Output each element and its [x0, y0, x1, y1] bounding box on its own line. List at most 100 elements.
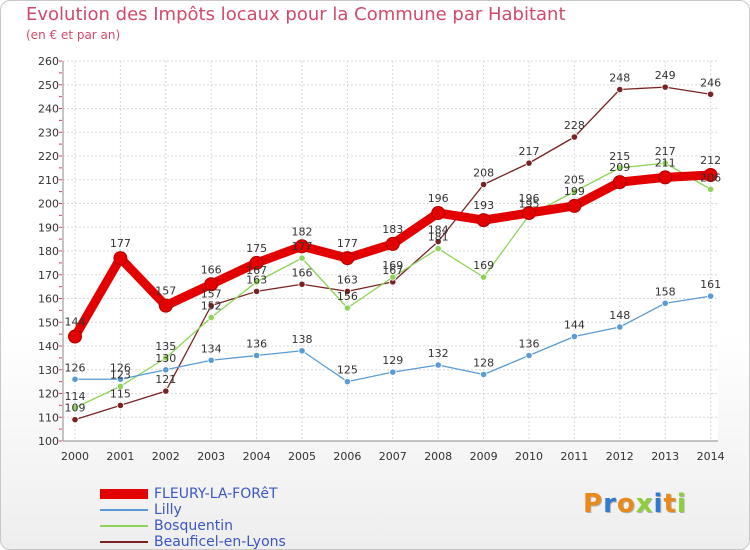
data-label-bosquentin: 205: [564, 174, 585, 187]
data-point-lilly: [706, 292, 715, 300]
data-label-lilly: 144: [564, 319, 585, 332]
data-label-beauficel: 166: [292, 266, 313, 279]
data-point-fleury: [703, 168, 718, 182]
data-label-lilly: 130: [155, 352, 176, 365]
legend-item-beauficel: Beauficel-en-Lyons: [100, 534, 360, 550]
data-label-bosquentin: 152: [201, 300, 222, 313]
y-tick-label: 160: [38, 293, 59, 306]
data-label-beauficel: 163: [246, 273, 267, 286]
data-point-bosquentin: [389, 273, 397, 281]
data-point-lilly: [434, 361, 442, 369]
data-label-fleury: 193: [473, 199, 494, 212]
x-tick-label: 2010: [515, 450, 543, 463]
data-label-fleury: 199: [564, 185, 585, 198]
data-point-lilly: [389, 368, 397, 376]
data-point-fleury: [295, 239, 309, 254]
legend-item-bosquentin: Bosquentin: [100, 518, 360, 534]
data-point-fleury: [340, 251, 355, 266]
data-point-fleury: [612, 175, 627, 190]
data-point-bosquentin: [570, 188, 579, 196]
x-tick-label: 2005: [288, 450, 316, 463]
data-label-lilly: 126: [110, 361, 131, 374]
y-tick-label: 110: [38, 411, 59, 424]
data-point-lilly: [479, 370, 488, 379]
x-tick-label: 2003: [197, 450, 225, 463]
data-label-bosquentin: 181: [428, 231, 449, 244]
data-point-fleury: [204, 277, 219, 292]
data-label-lilly: 138: [292, 333, 313, 346]
data-point-fleury: [431, 206, 446, 220]
data-label-bosquentin: 206: [700, 171, 721, 184]
logo-letter: i: [676, 489, 687, 519]
data-point-beauficel: [434, 237, 442, 246]
data-point-fleury: [567, 198, 582, 213]
data-label-fleury: 157: [155, 285, 176, 298]
x-tick-label: 2001: [106, 450, 134, 463]
data-label-fleury: 183: [382, 223, 403, 236]
data-label-beauficel: 184: [428, 224, 449, 237]
y-tick-label: 200: [38, 198, 59, 211]
y-tick-label: 250: [38, 79, 59, 92]
data-label-fleury: 182: [292, 225, 313, 238]
data-point-beauficel: [616, 85, 624, 94]
chart-title: Evolution des Impôts locaux pour la Comm…: [26, 4, 566, 25]
x-tick-label: 2006: [333, 450, 361, 463]
data-point-fleury: [158, 298, 173, 313]
data-label-lilly: 132: [428, 347, 449, 360]
data-label-fleury: 212: [700, 154, 721, 167]
data-label-bosquentin: 114: [65, 390, 86, 403]
data-label-beauficel: 109: [65, 402, 86, 415]
logo-letter: i: [653, 489, 664, 519]
data-label-bosquentin: 169: [473, 259, 494, 272]
legend-swatch-beauficel: [100, 541, 148, 543]
data-point-fleury: [476, 213, 491, 228]
data-label-fleury: 144: [65, 316, 86, 329]
legend-label-lilly: Lilly: [154, 502, 182, 518]
data-label-fleury: 209: [609, 161, 630, 174]
data-label-beauficel: 157: [201, 288, 222, 301]
y-tick-label: 210: [38, 174, 59, 187]
data-label-fleury: 177: [337, 237, 358, 250]
data-label-bosquentin: 169: [382, 259, 403, 272]
y-tick-label: 240: [38, 103, 59, 116]
y-tick-label: 150: [38, 316, 59, 329]
data-point-lilly: [162, 366, 170, 374]
data-label-bosquentin: 215: [609, 150, 630, 163]
y-tick-label: 100: [38, 435, 59, 448]
data-point-beauficel: [570, 133, 579, 141]
legend-item-lilly: Lilly: [100, 502, 360, 518]
legend-swatch-fleury: [100, 489, 148, 499]
data-point-fleury: [249, 255, 264, 270]
data-point-bosquentin: [162, 354, 170, 362]
data-label-lilly: 134: [201, 342, 222, 355]
y-tick-label: 190: [38, 221, 59, 234]
data-label-lilly: 125: [337, 364, 358, 377]
data-label-beauficel: 248: [609, 72, 630, 85]
data-label-beauficel: 163: [337, 273, 358, 286]
chart-subtitle: (en € et par an): [26, 28, 121, 42]
data-point-fleury: [522, 206, 536, 220]
data-label-bosquentin: 135: [155, 340, 176, 353]
data-label-lilly: 148: [609, 309, 630, 322]
data-label-bosquentin: 167: [246, 264, 267, 277]
data-point-lilly: [616, 323, 624, 331]
data-point-lilly: [253, 351, 261, 360]
data-point-lilly: [661, 299, 669, 307]
logo-letter: t: [663, 489, 677, 519]
data-point-bosquentin: [616, 164, 624, 172]
data-label-beauficel: 249: [655, 69, 676, 82]
data-label-fleury: 175: [246, 242, 267, 255]
y-tick-label: 120: [38, 388, 59, 401]
data-label-bosquentin: 177: [292, 240, 313, 253]
data-label-lilly: 161: [700, 278, 721, 291]
x-tick-label: 2009: [470, 450, 498, 463]
data-label-beauficel: 208: [473, 167, 494, 180]
legend-label-beauficel: Beauficel-en-Lyons: [154, 534, 286, 550]
data-point-bosquentin: [253, 278, 261, 286]
logo-letter: P: [583, 489, 604, 519]
legend-label-bosquentin: Bosquentin: [154, 518, 233, 534]
y-tick-label: 230: [38, 126, 59, 139]
x-tick-label: 2004: [243, 450, 271, 463]
data-point-beauficel: [479, 180, 488, 189]
data-label-fleury: 166: [201, 263, 222, 276]
